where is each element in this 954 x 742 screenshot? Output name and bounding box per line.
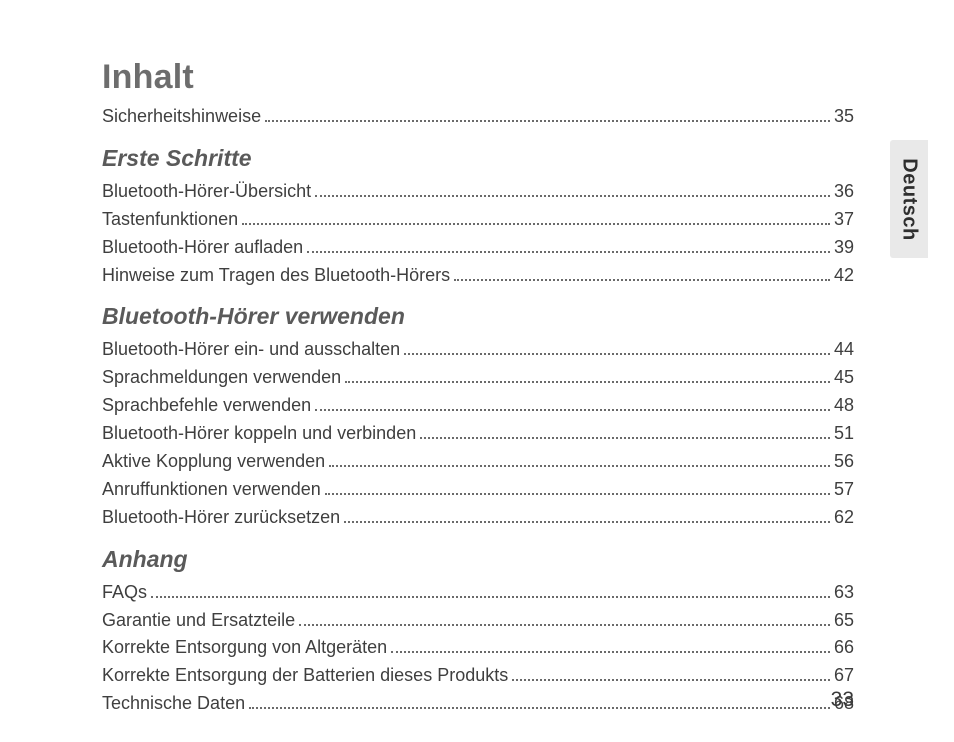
toc-entry-page: 36 [834, 178, 854, 206]
page-number: 33 [831, 688, 854, 712]
toc-entry-page: 35 [834, 103, 854, 131]
toc-entry-page: 44 [834, 336, 854, 364]
toc-leader-dots [391, 642, 830, 654]
toc-leader-dots [420, 427, 830, 439]
toc-entry-label: Korrekte Entsorgung von Altgeräten [102, 634, 387, 662]
toc-entry-page: 45 [834, 364, 854, 392]
toc-entry-label: Technische Daten [102, 690, 245, 718]
toc-entry-page: 42 [834, 262, 854, 290]
toc-entry-page: 63 [834, 579, 854, 607]
toc-entry: Garantie und Ersatzteile 65 [102, 607, 854, 635]
toc-entry: Aktive Kopplung verwenden 56 [102, 448, 854, 476]
toc-entry-label: Bluetooth-Hörer ein- und ausschalten [102, 336, 400, 364]
toc-leader-dots [242, 213, 830, 225]
toc-entry-label: Aktive Kopplung verwenden [102, 448, 325, 476]
toc-entry-page: 37 [834, 206, 854, 234]
toc-entry-label: Sicherheitshinweise [102, 103, 261, 131]
toc-entry-label: Bluetooth-Hörer zurücksetzen [102, 504, 340, 532]
toc-entry: Korrekte Entsorgung von Altgeräten 66 [102, 634, 854, 662]
toc-entry-label: Garantie und Ersatzteile [102, 607, 295, 635]
toc-entry-page: 48 [834, 392, 854, 420]
toc-leader-dots [454, 269, 830, 281]
toc-entry: Hinweise zum Tragen des Bluetooth-Hörers… [102, 262, 854, 290]
toc-leader-dots [325, 483, 830, 495]
toc-entry: Anruffunktionen verwenden 57 [102, 476, 854, 504]
toc-entry: Tastenfunktionen 37 [102, 206, 854, 234]
toc-entry-page: 56 [834, 448, 854, 476]
toc-entry-page: 62 [834, 504, 854, 532]
toc-entry: Sicherheitshinweise 35 [102, 103, 854, 131]
toc-entry: Bluetooth-Hörer zurücksetzen 62 [102, 504, 854, 532]
toc-entry-label: Bluetooth-Hörer aufladen [102, 234, 303, 262]
toc-leader-dots [404, 344, 830, 356]
language-side-tab-label: Deutsch [898, 158, 921, 240]
toc-entry-page: 51 [834, 420, 854, 448]
toc-entry-label: Korrekte Entsorgung der Batterien dieses… [102, 662, 508, 690]
toc-leader-dots [299, 614, 830, 626]
toc-title: Inhalt [102, 58, 854, 97]
toc-entry: FAQs 63 [102, 579, 854, 607]
toc-entry-page: 65 [834, 607, 854, 635]
toc-entry: Bluetooth-Hörer aufladen 39 [102, 234, 854, 262]
toc-leader-dots [512, 669, 830, 681]
toc-entry: Bluetooth-Hörer-Übersicht 36 [102, 178, 854, 206]
toc-leader-dots [329, 455, 830, 467]
toc-page: Inhalt Sicherheitshinweise 35 Erste Schr… [0, 0, 954, 742]
toc-entry-label: Hinweise zum Tragen des Bluetooth-Hörers [102, 262, 450, 290]
toc-entry-label: Tastenfunktionen [102, 206, 238, 234]
toc-entry-label: FAQs [102, 579, 147, 607]
toc-section-heading: Anhang [102, 546, 854, 573]
toc-leader-dots [345, 371, 830, 383]
toc-entry: Technische Daten 68 [102, 690, 854, 718]
toc-leader-dots [307, 241, 830, 253]
toc-section-heading: Erste Schritte [102, 145, 854, 172]
toc-entry-page: 67 [834, 662, 854, 690]
toc-leader-dots [344, 511, 830, 523]
toc-entry-page: 66 [834, 634, 854, 662]
toc-entry: Sprachbefehle verwenden 48 [102, 392, 854, 420]
toc-entry: Sprachmeldungen verwenden 45 [102, 364, 854, 392]
toc-entry-label: Bluetooth-Hörer koppeln und verbinden [102, 420, 416, 448]
toc-entry: Bluetooth-Hörer ein- und ausschalten 44 [102, 336, 854, 364]
language-side-tab: Deutsch [890, 140, 928, 258]
toc-entry-label: Sprachbefehle verwenden [102, 392, 311, 420]
toc-leader-dots [265, 110, 830, 122]
toc-leader-dots [315, 399, 830, 411]
toc-entry-page: 39 [834, 234, 854, 262]
toc-leader-dots [249, 697, 830, 709]
toc-section-heading: Bluetooth-Hörer verwenden [102, 303, 854, 330]
toc-entry: Korrekte Entsorgung der Batterien dieses… [102, 662, 854, 690]
toc-entry-label: Sprachmeldungen verwenden [102, 364, 341, 392]
toc-entry-label: Anruffunktionen verwenden [102, 476, 321, 504]
toc-entry: Bluetooth-Hörer koppeln und verbinden 51 [102, 420, 854, 448]
toc-entry-label: Bluetooth-Hörer-Übersicht [102, 178, 311, 206]
toc-leader-dots [151, 586, 830, 598]
toc-entry-page: 57 [834, 476, 854, 504]
toc-leader-dots [315, 185, 830, 197]
